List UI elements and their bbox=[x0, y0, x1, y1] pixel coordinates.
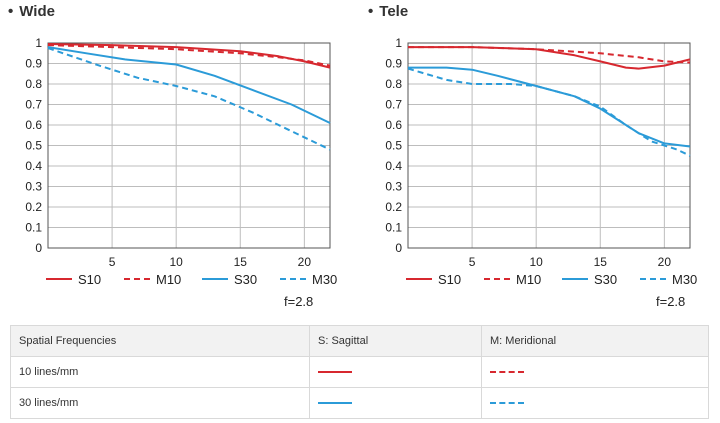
tele-ytick-label: 0.2 bbox=[385, 200, 402, 214]
wide-plot-frame bbox=[47, 42, 331, 249]
sagittal-line-sample-30 bbox=[309, 387, 482, 419]
panel-title-tele-text: Tele bbox=[379, 3, 409, 20]
wide-ytick-label: 0.1 bbox=[25, 221, 42, 235]
wide-series-m30 bbox=[47, 47, 331, 151]
line-key-table: Spatial Frequencies S: Sagittal M: Merid… bbox=[10, 325, 709, 419]
tele-xtick-label: 5 bbox=[469, 255, 476, 269]
wide-ytick-label: 0 bbox=[35, 241, 42, 255]
tele-ytick-label: 0.8 bbox=[385, 77, 402, 91]
aperture-note-wide: f=2.8 bbox=[284, 294, 314, 309]
wide-legend-label-m30: M30 bbox=[312, 272, 337, 287]
wide-ytick-label: 0.2 bbox=[25, 200, 42, 214]
wide-ytick-label: 0.9 bbox=[25, 57, 42, 71]
solid-line-blue bbox=[318, 402, 352, 405]
panel-title-wide: • Wide bbox=[8, 3, 55, 20]
tele-series-m30 bbox=[407, 67, 691, 157]
tele-ytick-label: 0.6 bbox=[385, 118, 402, 132]
solid-line-red bbox=[318, 371, 352, 374]
tele-series-s30 bbox=[408, 66, 691, 148]
meridional-line-sample-30 bbox=[481, 387, 709, 419]
tele-xtick-label: 20 bbox=[658, 255, 672, 269]
wide-ytick-label: 0.7 bbox=[25, 98, 42, 112]
wide-ytick-label: 0.8 bbox=[25, 77, 42, 91]
table-header-row: Spatial Frequencies S: Sagittal M: Merid… bbox=[10, 325, 709, 357]
tele-legend-label-s10: S10 bbox=[438, 272, 461, 287]
tele-series-m10 bbox=[408, 46, 691, 64]
sagittal-line-sample-10 bbox=[309, 356, 482, 388]
tele-xtick-label: 15 bbox=[594, 255, 608, 269]
tele-legend-label-m10: M10 bbox=[516, 272, 541, 287]
wide-series-s30 bbox=[47, 46, 331, 124]
wide-ytick-label: 1 bbox=[35, 36, 42, 50]
wide-ytick-label: 0.5 bbox=[25, 139, 42, 153]
panel-title-tele: • Tele bbox=[368, 3, 409, 20]
meridional-line-sample-10 bbox=[481, 356, 709, 388]
header-spatial-frequencies: Spatial Frequencies bbox=[10, 325, 310, 357]
tele-ytick-label: 0.9 bbox=[385, 57, 402, 71]
header-meridional: M: Meridional bbox=[481, 325, 709, 357]
wide-legend-label-s30: S30 bbox=[234, 272, 257, 287]
dashed-line-red bbox=[490, 371, 524, 374]
wide-xtick-label: 10 bbox=[170, 255, 184, 269]
tele-ytick-label: 0.1 bbox=[385, 221, 402, 235]
wide-legend-label-s10: S10 bbox=[78, 272, 101, 287]
wide-legend-label-m10: M10 bbox=[156, 272, 181, 287]
row-label-10: 10 lines/mm bbox=[10, 356, 310, 388]
dashed-line-blue bbox=[490, 402, 524, 405]
header-sagittal: S: Sagittal bbox=[309, 325, 482, 357]
tele-ytick-label: 0.7 bbox=[385, 98, 402, 112]
wide-series-s10 bbox=[47, 43, 331, 69]
wide-ytick-label: 0.3 bbox=[25, 180, 42, 194]
wide-ytick-label: 0.6 bbox=[25, 118, 42, 132]
tele-ytick-label: 0.3 bbox=[385, 180, 402, 194]
tele-ytick-label: 0.5 bbox=[385, 139, 402, 153]
wide-series-m10 bbox=[47, 44, 331, 67]
table-row: 30 lines/mm bbox=[10, 387, 709, 419]
tele-xtick-label: 10 bbox=[530, 255, 544, 269]
tele-ytick-label: 1 bbox=[395, 36, 402, 50]
table-row: 10 lines/mm bbox=[10, 356, 709, 388]
tele-legend-label-m30: M30 bbox=[672, 272, 697, 287]
tele-ytick-label: 0 bbox=[395, 241, 402, 255]
row-label-30: 30 lines/mm bbox=[10, 387, 310, 419]
wide-xtick-label: 15 bbox=[234, 255, 248, 269]
wide-xtick-label: 20 bbox=[298, 255, 312, 269]
wide-ytick-label: 0.4 bbox=[25, 159, 42, 173]
aperture-note-tele: f=2.8 bbox=[656, 294, 686, 309]
panel-title-wide-text: Wide bbox=[19, 3, 55, 20]
tele-ytick-label: 0.4 bbox=[385, 159, 402, 173]
wide-xtick-label: 5 bbox=[109, 255, 116, 269]
tele-legend-label-s30: S30 bbox=[594, 272, 617, 287]
